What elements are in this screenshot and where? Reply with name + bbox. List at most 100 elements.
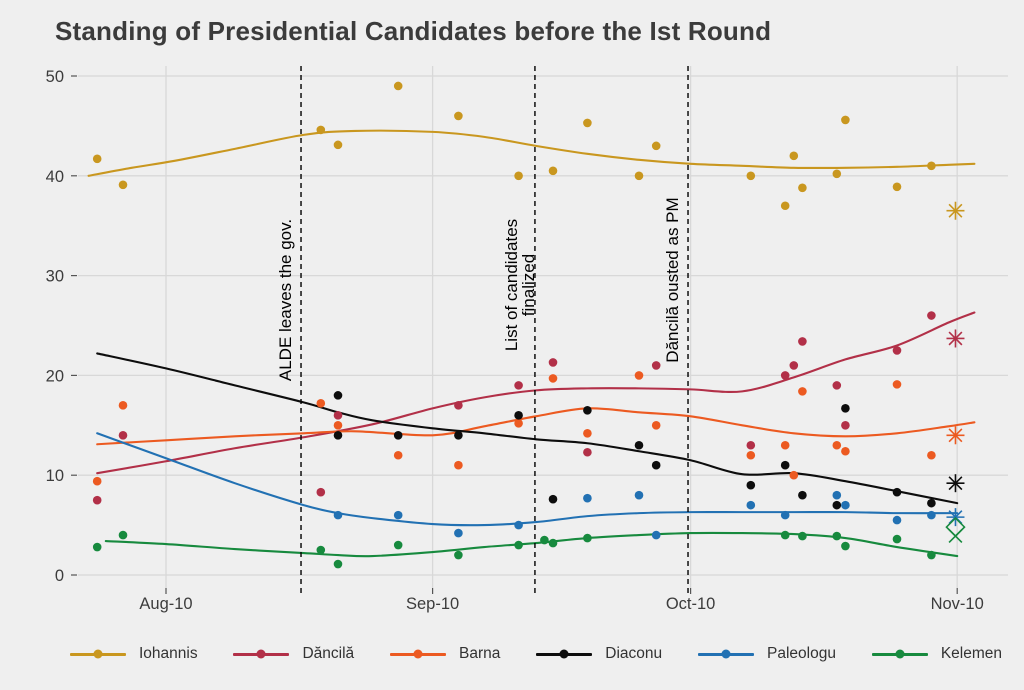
event-label: finalized <box>519 254 538 316</box>
legend-item-kelemen: Kelemen <box>871 645 1002 663</box>
legend-item-label: Kelemen <box>940 645 1002 662</box>
scatter-point-dăncilă <box>832 381 842 390</box>
scatter-point-dăncilă <box>780 371 790 380</box>
scatter-point-dăncilă <box>746 440 756 450</box>
legend-line-swatch <box>871 649 928 659</box>
scatter-point-kelemen <box>393 540 403 550</box>
scatter-point-paleologu <box>393 510 403 520</box>
scatter-point-dăncilă <box>892 346 902 355</box>
scatter-point-diaconu <box>651 460 661 470</box>
scatter-point-dăncilă <box>316 487 326 497</box>
final-marker-kelemen <box>948 529 963 544</box>
legend-line-swatch <box>698 649 754 659</box>
scatter-point-kelemen <box>780 530 790 540</box>
legend-dot <box>93 649 103 659</box>
scatter-point-dăncilă <box>789 361 799 370</box>
scatter-point-dăncilă <box>118 430 128 440</box>
x-tick-label: Sep-10 <box>406 595 459 613</box>
event-label: Dăncilă ousted as PM <box>663 197 682 362</box>
scatter-point-barna <box>789 470 799 480</box>
legend-item-paleologu: Paleologu <box>698 645 836 663</box>
legend-line-swatch <box>390 649 447 659</box>
x-tick-label: Aug-10 <box>139 595 192 613</box>
scatter-point-paleologu <box>892 515 902 525</box>
scatter-point-paleologu <box>780 510 790 520</box>
scatter-point-diaconu <box>841 404 850 413</box>
scatter-point-kelemen <box>841 541 850 551</box>
scatter-point-barna <box>514 419 523 428</box>
legend-dot <box>895 649 905 659</box>
scatter-point-diaconu <box>454 430 463 440</box>
scatter-point-diaconu <box>927 498 936 508</box>
scatter-point-barna <box>393 450 403 460</box>
scatter-point-diaconu <box>333 430 343 440</box>
scatter-point-paleologu <box>651 530 661 540</box>
legend-item-diaconu: Diaconu <box>536 645 662 663</box>
trend-line-kelemen <box>104 531 959 558</box>
scatter-point-paleologu <box>583 493 592 503</box>
scatter-point-barna <box>92 476 102 486</box>
scatter-point-dăncilă <box>548 358 558 367</box>
legend-line-swatch <box>233 649 290 659</box>
y-tick-label: 30 <box>46 268 64 286</box>
scatter-point-dăncilă <box>583 447 592 457</box>
scatter-point-paleologu <box>454 528 463 538</box>
trend-line-paleologu <box>96 432 959 527</box>
scatter-point-iohannis <box>841 115 850 125</box>
scatter-point-paleologu <box>832 490 842 500</box>
scatter-point-barna <box>316 399 326 408</box>
scatter-point-iohannis <box>583 118 592 128</box>
legend-item-label: Iohannis <box>139 645 198 662</box>
trend-line-dăncilă <box>96 311 976 475</box>
scatter-point-kelemen <box>316 545 326 555</box>
final-marker-barna <box>946 426 965 445</box>
scatter-point-diaconu <box>892 487 902 497</box>
scatter-point-paleologu <box>927 510 936 520</box>
scatter-point-kelemen <box>832 531 842 541</box>
scatter-point-diaconu <box>634 440 644 450</box>
legend-item-iohannis: Iohannis <box>70 645 198 663</box>
legend-item-barna: Barna <box>390 645 500 663</box>
legend-item-label: Diaconu <box>605 645 663 662</box>
y-tick-label: 40 <box>46 168 64 186</box>
scatter-point-barna <box>892 380 902 389</box>
legend: Iohannis Dăncilă Barna Diaconu Paleologu Kele… <box>70 637 1002 671</box>
scatter-point-barna <box>583 428 592 438</box>
scatter-point-barna <box>118 401 128 410</box>
scatter-point-diaconu <box>583 406 592 415</box>
legend-item-label: Barna <box>459 645 501 662</box>
event-label: ALDE leaves the gov. <box>276 219 295 381</box>
scatter-point-iohannis <box>316 125 326 135</box>
scatter-point-dăncilă <box>927 311 936 320</box>
scatter-point-iohannis <box>780 201 790 211</box>
trend-line-barna <box>96 407 976 446</box>
scatter-point-kelemen <box>927 550 936 560</box>
legend-item-label: Dăncilă <box>302 645 355 662</box>
legend-line-swatch <box>536 649 593 659</box>
scatter-point-kelemen <box>548 538 558 548</box>
scatter-point-kelemen <box>92 542 102 552</box>
scatter-point-kelemen <box>798 531 807 541</box>
legend-item-dăncilă: Dăncilă <box>233 645 354 663</box>
legend-dot <box>721 649 731 659</box>
y-tick-label: 10 <box>46 467 64 485</box>
scatter-point-diaconu <box>746 480 756 490</box>
scatter-point-barna <box>798 387 807 396</box>
scatter-point-iohannis <box>514 171 523 181</box>
scatter-point-barna <box>746 450 756 460</box>
scatter-point-kelemen <box>892 534 902 544</box>
scatter-point-iohannis <box>548 166 558 176</box>
y-tick-label: 20 <box>46 367 64 385</box>
legend-dot <box>559 649 569 659</box>
x-tick-label: Nov-10 <box>931 595 984 613</box>
final-marker-iohannis <box>946 201 965 220</box>
scatter-point-iohannis <box>634 171 644 181</box>
scatter-point-iohannis <box>832 169 842 179</box>
x-tick-label: Oct-10 <box>666 595 716 613</box>
scatter-point-diaconu <box>798 490 807 500</box>
final-marker-dăncilă <box>946 329 965 348</box>
scatter-point-paleologu <box>514 520 523 530</box>
scatter-point-barna <box>841 446 850 456</box>
scatter-point-iohannis <box>92 154 102 164</box>
